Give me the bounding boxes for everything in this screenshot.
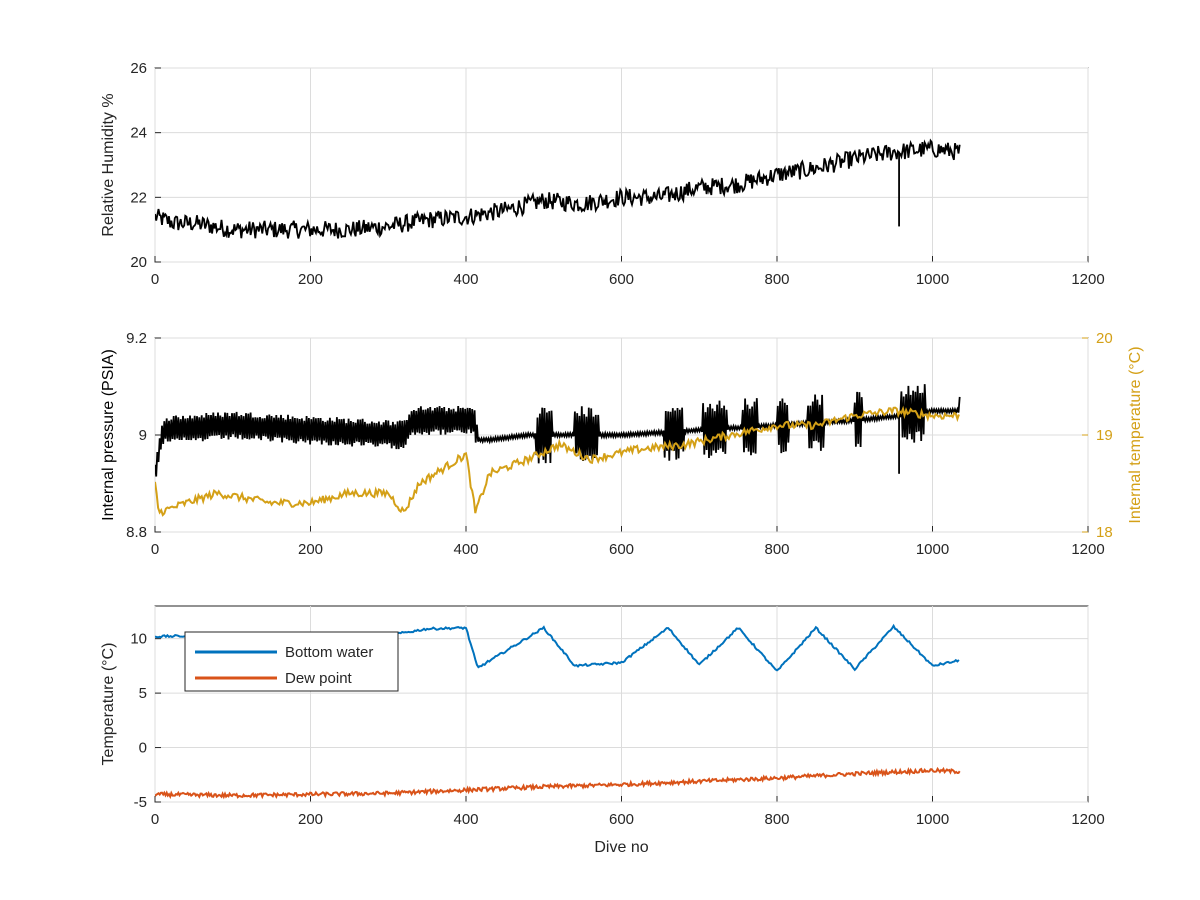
y-right-axis-label: Internal temperature (°C) <box>1127 346 1144 523</box>
x-tick-label: 400 <box>453 541 478 558</box>
x-tick-label: 1200 <box>1071 271 1104 288</box>
legend: Bottom water Dew point <box>184 631 399 692</box>
x-tick-label: 200 <box>298 541 323 558</box>
x-tick-label: 0 <box>151 271 159 288</box>
series-line-1-1 <box>155 138 961 239</box>
x-tick-label: 600 <box>609 811 634 828</box>
y-tick-label: -5 <box>134 794 147 811</box>
y-tick-label: 10 <box>130 631 147 648</box>
legend-label: Dew point <box>285 670 353 687</box>
x-tick-label: 1200 <box>1071 811 1104 828</box>
x-tick-label: 200 <box>298 271 323 288</box>
y-axis-label: Internal pressure (PSIA) <box>100 349 117 521</box>
y-tick-label: 5 <box>139 685 147 702</box>
y-axis-label: Relative Humidity % <box>100 93 117 236</box>
x-tick-label: 400 <box>453 271 478 288</box>
x-tick-label: 800 <box>764 541 789 558</box>
y-tick-label: 9.2 <box>126 330 147 347</box>
x-tick-label: 0 <box>151 541 159 558</box>
x-tick-label: 800 <box>764 271 789 288</box>
chart-1: 0 200 400 600 800 1000 1200 20 22 24 26 Relative Hu… <box>100 60 1105 288</box>
x-tick-label: 0 <box>151 811 159 828</box>
legend-box <box>184 631 399 692</box>
y-tick-label: 9 <box>139 427 147 444</box>
x-axis-label: Dive no <box>594 839 648 856</box>
y-axis-label: Temperature (°C) <box>100 643 117 766</box>
y-tick-label: 20 <box>130 254 147 271</box>
legend-label: Bottom water <box>285 644 373 661</box>
y-right-tick-label: 19 <box>1096 427 1113 444</box>
series-line-2-1 <box>155 384 961 477</box>
y-right-tick-label: 18 <box>1096 524 1113 541</box>
y-tick-label: 0 <box>139 740 147 757</box>
y-tick-label: 22 <box>130 189 147 206</box>
y-tick-label: 24 <box>130 125 147 142</box>
x-tick-label: 1000 <box>916 541 949 558</box>
x-tick-label: 1000 <box>916 811 949 828</box>
series-line-2-2 <box>155 405 960 517</box>
x-tick-label: 800 <box>764 811 789 828</box>
x-tick-label: 1000 <box>916 271 949 288</box>
series-line-dew-point <box>155 766 961 800</box>
chart-2: 0 200 400 600 800 1000 1200 8.8 9 9.2 18 19 20 Intern… <box>100 330 1144 558</box>
x-tick-label: 1200 <box>1071 541 1104 558</box>
y-tick-label: 26 <box>130 60 147 77</box>
y-tick-label: 8.8 <box>126 524 147 541</box>
y-right-tick-label: 20 <box>1096 330 1113 347</box>
x-tick-label: 600 <box>609 541 634 558</box>
x-tick-label: 400 <box>453 811 478 828</box>
x-tick-label: 200 <box>298 811 323 828</box>
x-tick-label: 600 <box>609 271 634 288</box>
